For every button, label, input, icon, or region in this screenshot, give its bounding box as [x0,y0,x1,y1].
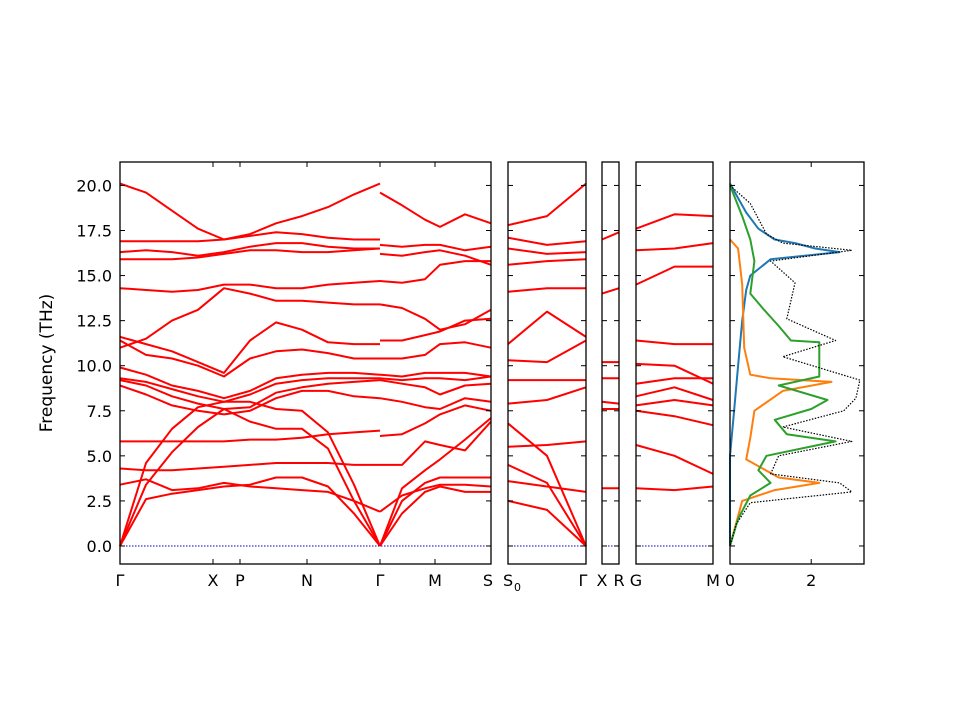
phonon-band [379,397,492,410]
phonon-band [120,247,381,261]
phonon-band [120,429,381,443]
x-tick-label: S [483,571,493,590]
phonon-band [507,258,587,266]
phonon-band [507,182,587,227]
phonon-band [379,371,492,378]
x-tick-label: G [630,571,642,590]
phonon-band [635,242,714,252]
phonon-band [119,462,380,472]
phonon-band [507,499,587,547]
phonon-band [507,247,587,255]
x-tick-label: Γ [376,571,385,590]
phonon-band [119,384,381,416]
x-tick-label: Γ [116,571,125,590]
x-tick-label: 0 [725,571,735,590]
x-tick-label: R [613,571,624,590]
phonon-band [601,400,620,405]
phonon-band [119,478,381,513]
dos-partial-line [729,238,833,547]
phonon-band [379,417,492,547]
phonon-band [635,386,714,401]
phonon-band [507,422,587,547]
y-tick-label: 12.5 [76,312,112,331]
phonon-band [507,480,587,493]
axes-frame [635,161,714,565]
y-tick-label: 15.0 [76,267,112,286]
x-tick-label-subscript: 0 [514,581,521,594]
phonon-band [507,236,587,246]
plot-lines [119,182,861,547]
y-tick-label: 2.5 [87,492,112,511]
phonon-band [379,379,492,396]
phonon-band [635,213,714,230]
x-tick-label: S [503,571,513,590]
phonon-band [635,265,713,286]
phonon-band [635,409,714,427]
phonon-band [379,485,491,547]
phonon-band [120,231,380,243]
phonon-band [507,339,587,364]
phonon-band [507,287,586,293]
phonon-band [379,483,492,513]
phonon-band [380,420,492,466]
x-tick-label: Γ [579,571,588,590]
phonon-band [379,375,492,382]
phonon-band [380,341,492,360]
x-tick-label: X [597,571,608,590]
phonon-band [119,287,380,349]
phonon-band [379,303,492,331]
phonon-band [635,399,714,407]
dos-partial-line [729,183,841,546]
phonon-band [379,249,492,266]
phonon-band [507,386,587,405]
phonon-band [601,231,620,241]
axes-frame [119,161,492,565]
x-tick-label: 2 [806,571,816,590]
y-tick-label: 17.5 [76,222,112,241]
x-tick-label: N [301,571,313,590]
y-axis-label: Frequency (THz) [37,294,57,433]
phonon-band [119,400,381,547]
phonon-band [379,191,492,228]
phonon-band [601,287,620,295]
plot-axes: 0.02.55.07.510.012.515.017.520.0Γ X P N Γ M S S… [76,161,865,594]
phonon-band [119,408,381,547]
y-tick-label: 10.0 [76,357,112,376]
phonon-band [379,404,492,437]
x-tick-label: P [235,571,245,590]
phonon-band [507,440,587,448]
phonon-band [380,317,492,342]
phonon-band [379,476,491,547]
x-tick-label: M [428,571,442,590]
x-tick-label: M [706,571,720,590]
phonon-band [119,242,380,257]
y-tick-label: 7.5 [87,402,112,421]
phonon-band [119,366,381,400]
phonon-band [119,379,381,410]
axes-frame [729,161,865,565]
y-tick-label: 5.0 [87,447,112,466]
phonon-band [119,377,380,403]
phonon-band [635,444,714,475]
dos-total-line [729,184,861,547]
axes-frame [507,161,587,565]
phonon-band [379,260,491,284]
phonon-band [635,485,714,492]
phonon-band [119,182,381,241]
phonon-band [507,310,587,345]
phonon-band [119,476,381,547]
phonon-band [635,339,713,346]
y-tick-label: 0.0 [87,537,112,556]
phonon-band [507,463,587,547]
dos-partial-line [729,185,837,547]
axes-frame [601,161,620,565]
phonon-band [119,280,381,293]
phonon-band [119,321,380,374]
phonon-band [379,243,492,252]
y-tick-label: 20.0 [76,176,112,195]
phonon-band [119,339,380,378]
phonon-band [635,362,714,385]
x-tick-label: X [208,571,219,590]
